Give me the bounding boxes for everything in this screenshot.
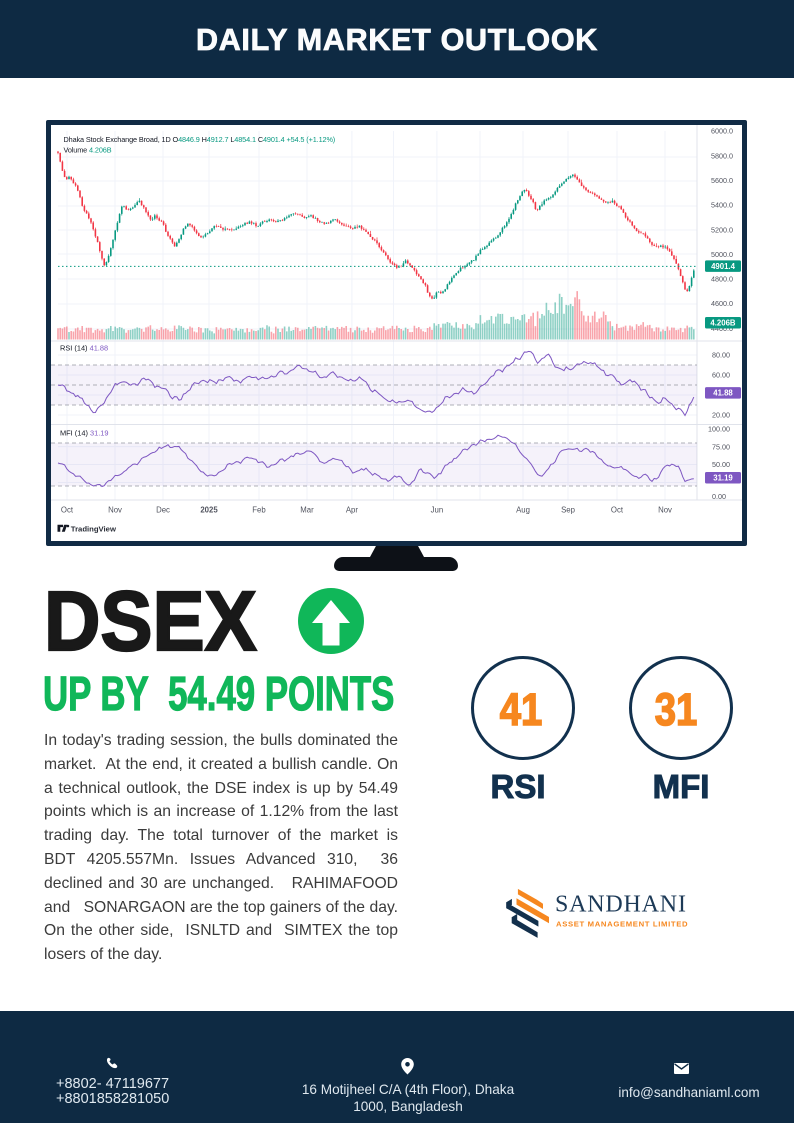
svg-text:4901.4: 4901.4 (711, 262, 736, 271)
svg-text:75.00: 75.00 (712, 442, 730, 451)
svg-text:Apr: Apr (346, 506, 359, 515)
svg-text:5000.0: 5000.0 (711, 250, 733, 259)
svg-text:ASSET MANAGEMENT LIMITED: ASSET MANAGEMENT LIMITED (556, 920, 688, 929)
svg-text:6000.0: 6000.0 (711, 127, 733, 136)
svg-text:50.00: 50.00 (712, 460, 730, 469)
svg-text:5800.0: 5800.0 (711, 151, 733, 160)
svg-text:0.00: 0.00 (712, 492, 726, 501)
svg-text:TradingView: TradingView (71, 524, 116, 533)
svg-text:Nov: Nov (108, 506, 122, 515)
svg-text:Aug: Aug (516, 506, 530, 515)
svg-text:Mar: Mar (300, 506, 314, 515)
svg-text:41.88: 41.88 (713, 389, 733, 398)
svg-text:4800.0: 4800.0 (711, 275, 733, 284)
svg-text:Dec: Dec (156, 506, 170, 515)
svg-text:2025: 2025 (200, 506, 218, 515)
svg-text:5400.0: 5400.0 (711, 201, 733, 210)
svg-text:4.206B: 4.206B (710, 319, 736, 328)
svg-text:60.00: 60.00 (712, 371, 730, 380)
svg-text:31.19: 31.19 (713, 474, 733, 483)
svg-text:SANDHANI: SANDHANI (555, 891, 687, 917)
svg-text:Sep: Sep (561, 506, 576, 515)
svg-text:RSI (14) 41.88: RSI (14) 41.88 (60, 344, 108, 353)
svg-text:Nov: Nov (658, 506, 672, 515)
svg-text:5200.0: 5200.0 (711, 225, 733, 234)
svg-text:80.00: 80.00 (712, 351, 730, 360)
svg-text:Jun: Jun (431, 506, 444, 515)
svg-text:Volume 4.206B: Volume 4.206B (64, 146, 112, 155)
svg-text:Oct: Oct (61, 506, 74, 515)
svg-text:5600.0: 5600.0 (711, 176, 733, 185)
svg-text:Feb: Feb (252, 506, 266, 515)
svg-text:MFI (14) 31.19: MFI (14) 31.19 (60, 429, 108, 438)
svg-text:Dhaka Stock Exchange Broad, 1D: Dhaka Stock Exchange Broad, 1D O4846.9 H… (64, 135, 336, 144)
svg-text:20.00: 20.00 (712, 411, 730, 420)
svg-text:100.00: 100.00 (708, 424, 730, 433)
svg-text:4600.0: 4600.0 (711, 299, 733, 308)
svg-text:Oct: Oct (611, 506, 624, 515)
